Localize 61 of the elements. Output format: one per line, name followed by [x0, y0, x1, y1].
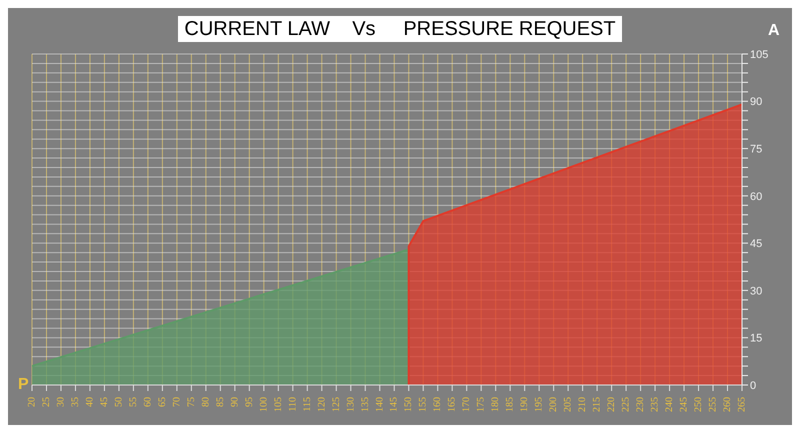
x-tick-label: 185 [504, 397, 516, 412]
x-tick-label: 155 [418, 397, 429, 412]
x-tick-label: 235 [650, 397, 661, 412]
x-tick-label: 100 [258, 397, 270, 412]
x-tick-label: 80 [200, 397, 212, 407]
x-tick-label: 60 [142, 397, 154, 407]
x-tick-label: 255 [708, 397, 719, 412]
y-axis-title: A [768, 22, 780, 40]
x-tick-label: 245 [678, 397, 690, 412]
y-tick-label: 60 [750, 190, 762, 203]
x-tick-label: 265 [736, 397, 748, 412]
y-tick-label: 45 [750, 238, 762, 250]
x-tick-label: 240 [664, 397, 676, 412]
x-axis-title: P [18, 376, 29, 394]
x-tick-label: 145 [388, 397, 400, 412]
x-tick-label: 70 [171, 397, 182, 407]
x-tick-label: 95 [244, 397, 255, 407]
x-tick-label: 55 [128, 397, 139, 407]
x-tick-label: 25 [40, 397, 52, 407]
x-tick-label: 105 [272, 397, 284, 412]
x-tick-label: 260 [722, 397, 734, 412]
x-tick-label: 35 [70, 397, 81, 407]
x-tick-label: 140 [374, 397, 386, 412]
y-tick-label: 75 [750, 143, 762, 156]
x-tick-label: 225 [620, 397, 632, 412]
x-tick-label: 30 [55, 397, 66, 407]
x-tick-label: 190 [519, 397, 530, 412]
x-tick-label: 150 [403, 397, 414, 412]
x-tick-label: 135 [360, 397, 371, 412]
x-tick-label: 175 [476, 397, 487, 412]
x-tick-label: 110 [287, 397, 298, 412]
x-tick-label: 180 [490, 397, 502, 412]
x-tick-label: 125 [330, 397, 342, 412]
x-tick-label: 195 [534, 397, 545, 412]
x-tick-label: 200 [548, 397, 560, 412]
y-tick-label: 30 [750, 285, 762, 298]
x-tick-label: 165 [446, 397, 458, 412]
x-tick-label: 115 [302, 397, 313, 412]
x-tick-label: 90 [229, 397, 240, 407]
x-tick-label: 170 [461, 397, 472, 412]
x-tick-label: 20 [26, 397, 38, 407]
y-tick-label: 0 [750, 380, 756, 392]
x-tick-label: 50 [113, 397, 124, 407]
x-tick-label: 215 [592, 397, 603, 412]
y-tick-label: 105 [750, 48, 768, 61]
x-tick-label: 130 [345, 397, 356, 412]
x-tick-label: 120 [316, 397, 328, 412]
x-tick-label: 40 [84, 397, 96, 407]
x-tick-label: 65 [156, 397, 168, 407]
y-tick-label: 15 [750, 332, 762, 345]
x-tick-label: 210 [577, 397, 588, 412]
x-tick-label: 85 [214, 397, 226, 407]
x-tick-label: 160 [432, 397, 444, 412]
x-tick-label: 75 [186, 397, 197, 407]
x-tick-label: 205 [562, 397, 574, 412]
x-tick-label: 45 [98, 397, 110, 407]
y-tick-label: 90 [750, 96, 762, 108]
chart-title: CURRENT LAW Vs PRESSURE REQUEST [178, 16, 622, 42]
x-tick-label: 230 [635, 397, 646, 412]
x-tick-label: 220 [606, 397, 618, 412]
x-tick-label: 250 [693, 397, 704, 412]
